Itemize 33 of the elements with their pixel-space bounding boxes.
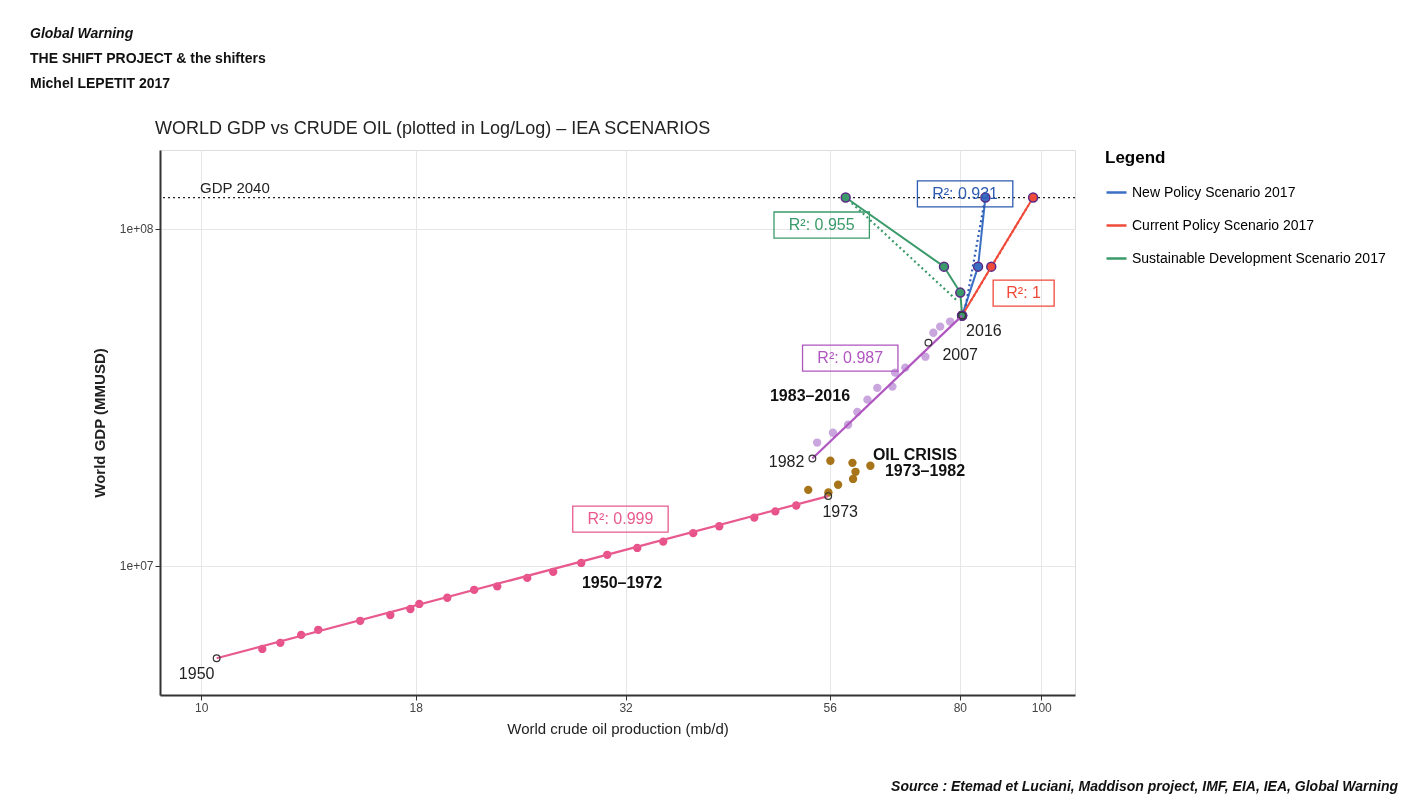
- legend-label: Current Policy Scenario 2017: [1132, 216, 1315, 233]
- y-tick-label: 1e+08: [119, 222, 154, 237]
- ref-line-label: GDP 2040: [200, 178, 270, 196]
- annotation: 2016: [966, 321, 1002, 339]
- annotation: 2007: [942, 345, 979, 363]
- annotation: 1950–1972: [581, 574, 663, 591]
- chart-title: WORLD GDP vs CRUDE OIL (plotted in Log/Log) – IEA SCENARIOS: [155, 118, 711, 138]
- legend-label: New Policy Scenario 2017: [1132, 183, 1296, 200]
- x-tick-label: 100: [1031, 700, 1053, 715]
- x-axis-title: World crude oil production (mb/d): [507, 719, 729, 737]
- series-label: R²: 0.987: [817, 349, 884, 367]
- annotation: 1973: [822, 503, 859, 521]
- text: Global Warning: [30, 25, 134, 41]
- text: THE SHIFT PROJECT & the shifters: [30, 50, 266, 66]
- legend-label: Sustainable Development Scenario 2017: [1132, 249, 1386, 266]
- series-label: R²: 0.999: [587, 510, 654, 528]
- annotation: OIL CRISIS: [872, 446, 958, 463]
- series-label: R²: 0.955: [788, 216, 855, 234]
- annotation: 1983–2016: [769, 387, 851, 404]
- x-tick-label: 10: [195, 700, 209, 715]
- x-tick-label: 18: [409, 700, 424, 715]
- source-note: Source : Etemad et Luciani, Maddison project, IMF, EIA, IEA, Global Warning: [891, 778, 1399, 794]
- annotation: 1950: [178, 665, 215, 683]
- y-axis-title: World GDP (MMUSD): [90, 348, 108, 498]
- series-label: R²: 1: [1006, 284, 1042, 302]
- y-tick-label: 1e+07: [119, 559, 154, 574]
- text: Michel LEPETIT 2017: [30, 75, 171, 91]
- x-tick-label: 32: [619, 700, 634, 715]
- annotation: 1982: [768, 452, 805, 470]
- x-tick-label: 56: [823, 700, 838, 715]
- legend-title: Legend: [1105, 148, 1166, 167]
- annotation: 1973–1982: [884, 462, 966, 479]
- x-tick-label: 80: [953, 700, 968, 715]
